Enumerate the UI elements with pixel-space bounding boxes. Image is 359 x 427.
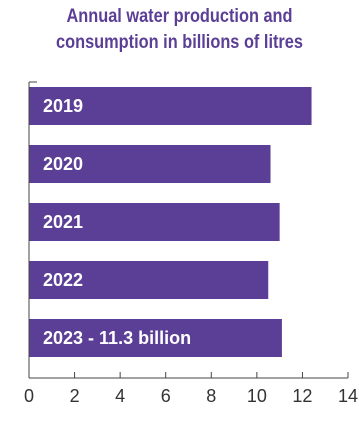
bar-2021 bbox=[29, 203, 280, 241]
x-tick-label-6: 6 bbox=[161, 386, 171, 406]
x-tick-label-8: 8 bbox=[206, 386, 216, 406]
x-tick-label-14: 14 bbox=[338, 386, 358, 406]
bar-2023 bbox=[29, 319, 282, 357]
chart-title-line-2: consumption in billions of litres bbox=[56, 32, 303, 53]
x-tick-label-0: 0 bbox=[24, 386, 34, 406]
x-tick-label-10: 10 bbox=[247, 386, 267, 406]
bars-group: 2019 2020 2021 2022 2023 - 11.3 billion bbox=[29, 87, 312, 357]
bar-label-2022: 2022 bbox=[43, 270, 83, 290]
chart-title-line-1: Annual water production and bbox=[66, 6, 293, 27]
bar-label-2020: 2020 bbox=[43, 154, 83, 174]
bar-2020 bbox=[29, 145, 271, 183]
bar-2022 bbox=[29, 261, 269, 299]
bar-label-2021: 2021 bbox=[43, 212, 83, 232]
bar-label-2023: 2023 - 11.3 billion bbox=[43, 328, 191, 348]
chart-title: Annual water production and consumption … bbox=[25, 4, 334, 56]
x-axis: 0 2 4 6 8 10 12 14 bbox=[24, 81, 358, 406]
bar-label-2019: 2019 bbox=[43, 96, 83, 116]
x-tick-label-4: 4 bbox=[115, 386, 125, 406]
x-tick-label-2: 2 bbox=[70, 386, 80, 406]
x-tick-label-12: 12 bbox=[292, 386, 312, 406]
bar-2019 bbox=[29, 87, 312, 125]
